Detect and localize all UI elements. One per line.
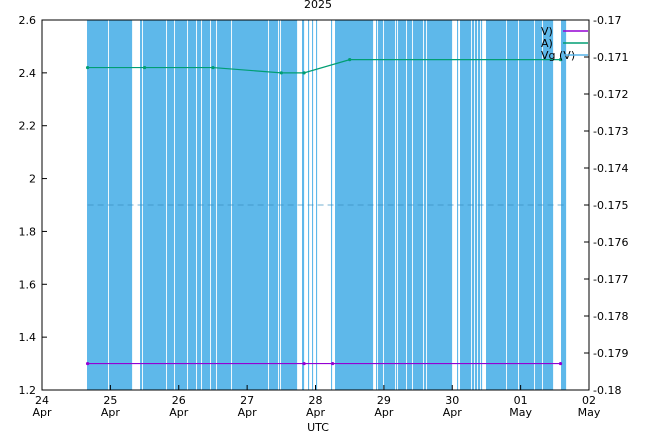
y-left-tick-label: 2	[29, 173, 36, 186]
x-tick-label-month: May	[578, 406, 601, 419]
a-series-point	[279, 71, 283, 75]
v-series-point	[558, 361, 563, 366]
chart-title: 2025	[304, 0, 332, 11]
x-tick-label-month: Apr	[169, 406, 189, 419]
x-tick-label-month: May	[509, 406, 532, 419]
v-series-point	[330, 361, 335, 366]
legend-label: Vg (V)	[541, 49, 575, 62]
legend-label: V)	[541, 25, 553, 38]
y-right-tick-label: -0.177	[593, 273, 628, 286]
y-right-tick-label: -0.171	[593, 51, 628, 64]
x-tick-label-day: 01	[514, 394, 528, 407]
x-tick-label-day: 24	[35, 394, 49, 407]
a-series-point	[348, 58, 352, 62]
x-tick-label-day: 30	[445, 394, 459, 407]
a-series-point	[558, 58, 563, 62]
y-right-tick-label: -0.174	[593, 162, 628, 175]
y-left-tick-label: 1.6	[19, 278, 37, 291]
x-tick-label-day: 29	[377, 394, 391, 407]
a-series-point	[211, 65, 215, 70]
axes-layer: 1.2 1.4 1.6 1.8 2 2.2 2.4 2.6 -0.18 -0.179 -0.178 -…	[19, 14, 629, 419]
y-right-tick-label: -0.179	[593, 347, 628, 360]
y-left-tick-label: 1.4	[19, 331, 37, 344]
legend: V)A)Vg (V)	[541, 25, 588, 62]
x-tick-label-month: Apr	[443, 406, 463, 419]
x-tick-label-day: 28	[309, 394, 323, 407]
x-tick-label-day: 26	[172, 394, 186, 407]
y-right-tick-label: -0.176	[593, 236, 628, 249]
y-left-tick-label: 2.6	[19, 14, 37, 27]
x-tick-label-day: 25	[103, 394, 117, 407]
y-right-tick-label: -0.17	[593, 14, 621, 27]
y-left-tick-label: 2.2	[19, 120, 37, 133]
x-axis-label: UTC	[307, 421, 329, 432]
y-right-tick-label: -0.178	[593, 310, 628, 323]
a-series-point	[302, 71, 306, 75]
y-right-tick-label: -0.175	[593, 199, 628, 212]
x-tick-label-month: Apr	[306, 406, 326, 419]
x-tick-label-month: Apr	[32, 406, 52, 419]
v-series-point	[85, 361, 90, 366]
x-tick-label-day: 02	[582, 394, 596, 407]
vg-series-fill-layer	[87, 20, 567, 390]
series-lines-layer	[85, 58, 563, 366]
y-left-tick-label: 2.4	[19, 67, 37, 80]
y-left-tick-label: 1.8	[19, 225, 37, 238]
x-tick-label-month: Apr	[101, 406, 121, 419]
y-right-tick-label: -0.18	[593, 384, 621, 397]
a-series-point	[85, 65, 90, 70]
x-tick-label-month: Apr	[374, 406, 394, 419]
y-right-tick-label: -0.173	[593, 125, 628, 138]
y-left-tick-label: 1.2	[19, 384, 37, 397]
x-tick-label-month: Apr	[238, 406, 258, 419]
a-series-point	[142, 65, 147, 70]
y-right-tick-label: -0.172	[593, 88, 628, 101]
v-series-point	[302, 361, 306, 366]
legend-label: A)	[541, 37, 553, 50]
x-tick-label-day: 27	[240, 394, 254, 407]
